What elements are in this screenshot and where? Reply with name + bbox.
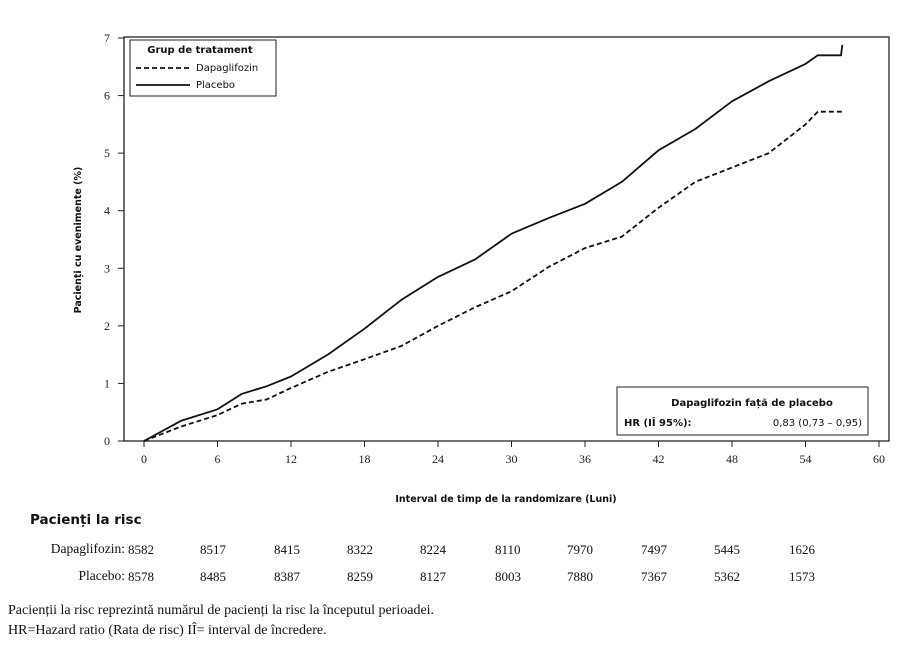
x-axis: 0 6 12 18 24 30 36 42 48 54 60 — [141, 441, 885, 466]
y-tick-label: 7 — [104, 31, 110, 45]
hr-label: HR (IÎ 95%): — [624, 416, 692, 429]
hr-box-title: Dapaglifozin față de placebo — [671, 398, 833, 409]
y-axis-label: Pacienți cu evenimente (%) — [73, 167, 84, 314]
risk-cell: 8415 — [274, 542, 300, 557]
note-risk: Pacienții la risc reprezintă numărul de … — [8, 603, 435, 618]
y-tick-label: 5 — [104, 146, 110, 160]
risk-cell: 5362 — [714, 569, 740, 584]
x-tick-label: 48 — [726, 452, 738, 466]
risk-cell: 8003 — [495, 569, 521, 584]
x-tick-label: 60 — [873, 452, 885, 466]
hr-box: Dapaglifozin față de placebo HR (IÎ 95%)… — [616, 386, 869, 436]
risk-cell: 8485 — [200, 569, 226, 584]
x-tick-label: 54 — [800, 452, 812, 466]
x-tick-label: 36 — [579, 452, 591, 466]
note-hr: HR=Hazard ratio (Rata de risc) IÎ= inter… — [8, 623, 327, 638]
x-axis-label: Interval de timp de la randomizare (Luni… — [395, 494, 616, 505]
risk-cell: 1626 — [789, 542, 815, 557]
plot-frame — [123, 36, 890, 442]
hr-value: 0,83 (0,73 – 0,95) — [773, 418, 862, 429]
risk-cell: 8387 — [274, 569, 300, 584]
x-tick-label: 30 — [506, 452, 518, 466]
series-lines — [143, 44, 844, 442]
series-line-placebo — [143, 44, 844, 442]
x-tick-label: 18 — [359, 452, 371, 466]
risk-cell: 1573 — [789, 569, 815, 584]
y-tick-label: 6 — [104, 89, 110, 103]
y-tick-label: 0 — [104, 434, 110, 448]
risk-cell: 5445 — [714, 542, 740, 557]
legend: Grup de tratament Dapaglifozin Placebo — [129, 39, 277, 97]
x-tick-label: 0 — [141, 452, 147, 466]
legend-item-dapaglifozin: Dapaglifozin — [196, 63, 258, 74]
risk-cell: 7970 — [567, 542, 593, 557]
risk-table-title: Pacienți la risc — [30, 512, 142, 528]
x-tick-label: 24 — [432, 452, 444, 466]
risk-cell: 8127 — [420, 569, 446, 584]
risk-cell: 7880 — [567, 569, 593, 584]
risk-cell: 8578 — [128, 569, 154, 584]
x-tick-label: 6 — [215, 452, 221, 466]
risk-cell: 8582 — [128, 542, 154, 557]
y-tick-label: 1 — [104, 376, 110, 390]
risk-row-label: Dapaglifozin: — [50, 541, 125, 556]
legend-title: Grup de tratament — [147, 45, 253, 56]
legend-item-placebo: Placebo — [196, 80, 235, 91]
risk-cell: 8110 — [495, 542, 521, 557]
x-tick-label: 42 — [653, 452, 665, 466]
x-tick-label: 12 — [285, 452, 297, 466]
y-tick-label: 2 — [104, 319, 110, 333]
risk-cell: 8259 — [347, 569, 373, 584]
risk-row-label: Placebo: — [78, 568, 126, 583]
series-line-dapaglifozin — [143, 110, 843, 442]
risk-cell: 7497 — [641, 542, 667, 557]
hr-box-frame — [616, 386, 869, 436]
risk-cell: 8224 — [420, 542, 446, 557]
risk-cell: 8322 — [347, 542, 373, 557]
y-tick-label: 4 — [104, 204, 110, 218]
y-axis: 0 1 2 3 4 5 6 7 — [104, 31, 124, 448]
risk-cell: 8517 — [200, 542, 226, 557]
risk-cell: 7367 — [641, 569, 667, 584]
y-tick-label: 3 — [104, 261, 110, 275]
